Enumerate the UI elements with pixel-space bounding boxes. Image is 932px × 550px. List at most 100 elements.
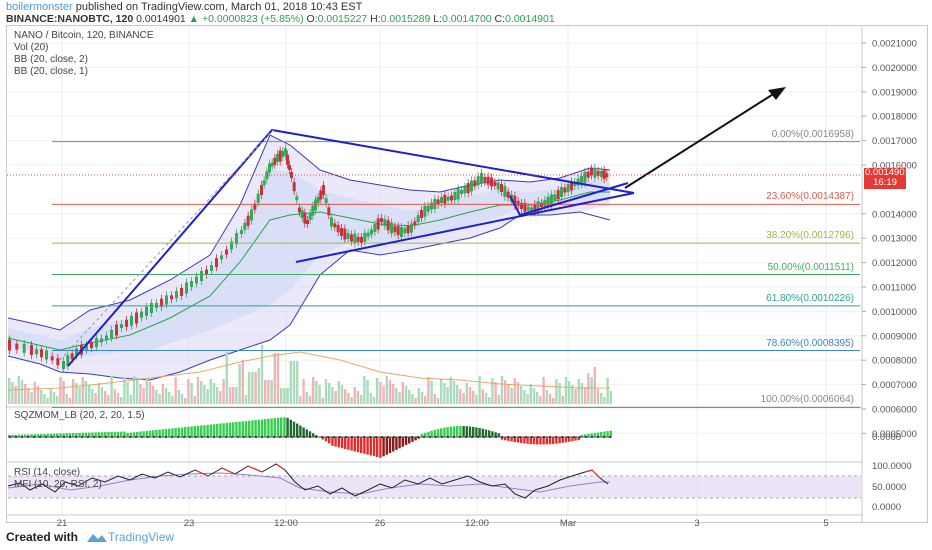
arrow-head-icon bbox=[768, 87, 786, 100]
sqz-bar bbox=[529, 437, 532, 445]
sqz-bar bbox=[193, 426, 196, 438]
legend-rsi[interactable]: RSI (14, close) bbox=[14, 467, 81, 478]
sqz-dot bbox=[81, 436, 83, 438]
pennant-lower-line[interactable] bbox=[295, 192, 635, 263]
sqz-dot bbox=[585, 436, 587, 438]
volume-bar bbox=[539, 396, 542, 404]
price-tick-label: 0.0006000 bbox=[872, 405, 917, 416]
fib-level-label: 100.00%(0.0006064) bbox=[760, 394, 854, 406]
candle-body bbox=[370, 229, 373, 235]
author-link[interactable]: boilermonster bbox=[6, 1, 73, 13]
sqz-dot bbox=[117, 436, 119, 438]
sqz-bar bbox=[254, 420, 257, 438]
sqz-bar bbox=[446, 427, 449, 438]
sqz-bar bbox=[366, 437, 369, 455]
legend-mfi[interactable]: MFI (10, 20, RSI, 2) bbox=[14, 479, 102, 490]
price-tick-label: 0.0014000 bbox=[872, 209, 917, 220]
sqz-bar bbox=[606, 431, 609, 438]
sqz-bar bbox=[126, 432, 129, 438]
volume-bar bbox=[571, 385, 574, 404]
candle-body bbox=[586, 171, 590, 178]
volume-bar bbox=[171, 396, 174, 404]
sqz-bar bbox=[232, 422, 235, 438]
sqz-bar bbox=[324, 437, 328, 442]
pennant-pole-line[interactable] bbox=[67, 128, 635, 367]
legend-vol[interactable]: Vol (20) bbox=[14, 42, 49, 53]
sqz-bar bbox=[113, 431, 116, 438]
sqz-bar bbox=[260, 419, 264, 438]
candle-body bbox=[295, 196, 299, 201]
volume-bar bbox=[584, 387, 587, 404]
sqz-dot bbox=[417, 436, 419, 438]
sqz-bar bbox=[116, 431, 120, 438]
sqz-bar bbox=[123, 431, 126, 438]
footer-brand[interactable]: TradingView bbox=[108, 530, 175, 544]
candle-body bbox=[563, 187, 567, 193]
volume-bar bbox=[590, 377, 593, 404]
volume-bar bbox=[331, 387, 334, 404]
sqz-bar bbox=[555, 437, 558, 444]
volume-bar bbox=[56, 396, 59, 404]
volume-bar bbox=[107, 395, 110, 404]
legend-bb1[interactable]: BB (20, close, 2) bbox=[14, 54, 88, 65]
sqz-bar bbox=[593, 432, 596, 438]
volume-bar bbox=[280, 388, 283, 404]
sqz-dot bbox=[465, 436, 467, 438]
fib-level-label: 61.80%(0.0010226) bbox=[766, 292, 854, 304]
sqz-bar bbox=[360, 437, 363, 453]
candle-body bbox=[15, 343, 19, 350]
volume-bar bbox=[446, 387, 449, 404]
candle-body bbox=[70, 353, 74, 360]
volume-bar bbox=[548, 394, 552, 404]
volume-bar bbox=[484, 393, 488, 404]
tradingview-logo-icon bbox=[87, 534, 107, 542]
volume-bar bbox=[257, 368, 260, 404]
volume-bar bbox=[475, 395, 478, 404]
sqz-bar bbox=[225, 422, 228, 438]
candle-body bbox=[110, 330, 113, 338]
sqz-dot bbox=[285, 436, 287, 438]
breakout-arrow[interactable] bbox=[624, 92, 776, 189]
volume-bar bbox=[404, 386, 408, 404]
sqz-bar bbox=[468, 426, 472, 438]
candle-body bbox=[210, 265, 213, 271]
sqz-dot bbox=[609, 436, 611, 438]
volume-bar bbox=[206, 389, 209, 404]
volume-bar bbox=[59, 377, 62, 404]
volume-bar bbox=[478, 376, 481, 404]
sqz-bar bbox=[120, 431, 123, 438]
chart-frame[interactable] bbox=[6, 25, 928, 523]
candle-body bbox=[243, 222, 247, 230]
small-triangle-line[interactable] bbox=[509, 182, 629, 217]
candle-body bbox=[262, 180, 266, 186]
sqz-dot bbox=[399, 436, 401, 438]
candle-body bbox=[470, 180, 473, 192]
sqz-dot bbox=[447, 436, 449, 438]
fib-retracement[interactable] bbox=[52, 141, 860, 408]
sqz-dot bbox=[339, 436, 341, 438]
sqz-dot bbox=[45, 436, 47, 438]
sqz-bar bbox=[376, 437, 379, 457]
candle-body bbox=[343, 228, 347, 240]
legend-bb2[interactable]: BB (20, close, 1) bbox=[14, 66, 88, 77]
sqz-dot bbox=[9, 436, 11, 438]
volume-bar bbox=[228, 387, 232, 404]
legend-sqzmom[interactable]: SQZMOM_LB (20, 2, 20, 1.5) bbox=[14, 410, 145, 421]
footer-created: Created with bbox=[6, 530, 79, 544]
sqz-bar bbox=[564, 437, 568, 443]
volume-bar bbox=[388, 380, 392, 404]
volume-bar bbox=[344, 389, 347, 404]
volume-bar bbox=[155, 390, 158, 404]
volume-bar bbox=[190, 383, 193, 404]
candle-body bbox=[253, 203, 257, 210]
candle-body bbox=[456, 188, 460, 200]
sqz-dot bbox=[603, 436, 605, 438]
sqz-bar bbox=[190, 426, 193, 438]
candle-body bbox=[513, 195, 517, 206]
sqz-bar bbox=[609, 430, 612, 438]
candle-body bbox=[520, 203, 523, 209]
sqz-bar bbox=[436, 429, 440, 438]
sqz-bar bbox=[177, 427, 180, 438]
volume-bar bbox=[116, 393, 120, 404]
